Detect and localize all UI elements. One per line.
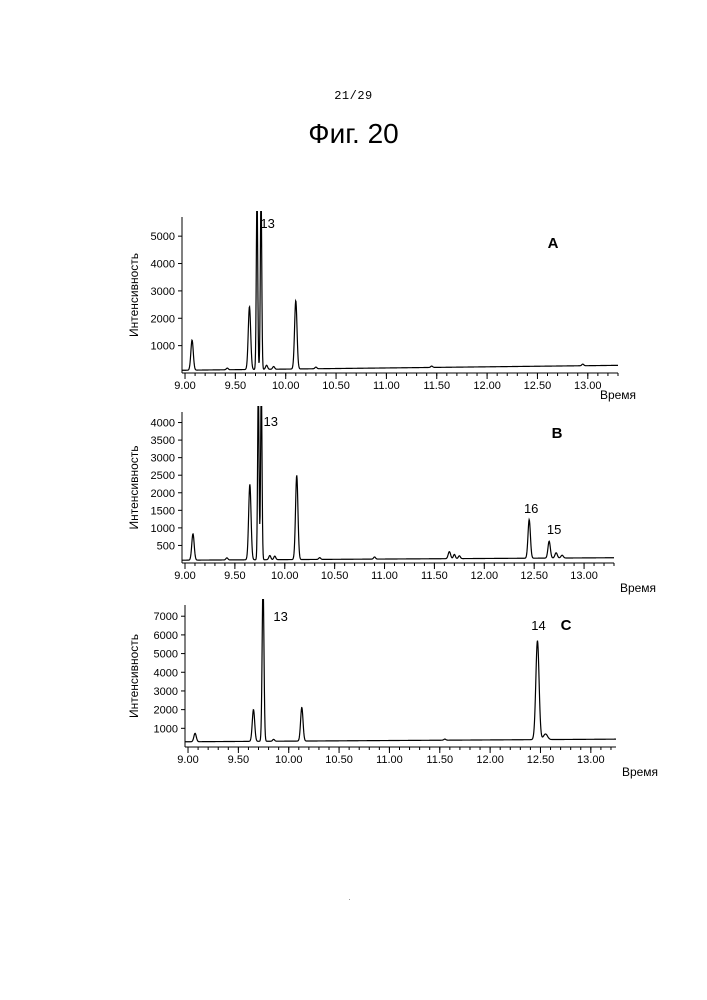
x-tick-label-c: 11.50 bbox=[426, 754, 453, 766]
x-tick-label-b: 10.50 bbox=[321, 570, 349, 582]
y-tick-label-a: 1000 bbox=[151, 341, 175, 353]
chromatogram-b-svg: 500 1000 1500 2000 2500 3000 3500 4000 9.00 9.50 1… bbox=[0, 400, 707, 600]
x-axis-label-c: Время bbox=[622, 765, 658, 779]
chromatogram-panel-a: 1000 2000 3000 4000 5000 9.00 9.50 10.00 10.50 11… bbox=[0, 205, 707, 405]
x-axis-label-b: Время bbox=[620, 581, 656, 595]
y-tick-label-b: 3000 bbox=[151, 453, 175, 465]
y-tick-label-a: 3000 bbox=[151, 286, 175, 298]
x-tick-label-b: 12.50 bbox=[520, 570, 548, 582]
y-tick-label-b: 1500 bbox=[151, 505, 175, 517]
x-tick-label-a: 13.00 bbox=[574, 380, 602, 392]
y-tick-label-a: 5000 bbox=[151, 231, 175, 243]
x-tick-label-c: 11.00 bbox=[376, 754, 403, 766]
peak-label-13: 13 bbox=[264, 414, 278, 429]
chromatogram-a-svg: 1000 2000 3000 4000 5000 9.00 9.50 10.00 10.50 11… bbox=[0, 205, 707, 405]
y-tick-label-b: 2000 bbox=[151, 488, 175, 500]
peak-label-15: 15 bbox=[547, 522, 561, 537]
panel-letter-a: A bbox=[548, 235, 559, 252]
y-tick-label-c: 6000 bbox=[154, 630, 178, 642]
peak-label-14: 14 bbox=[531, 618, 545, 633]
x-tick-label-b: 9.00 bbox=[174, 570, 195, 582]
chromatogram-trace-a bbox=[182, 192, 618, 370]
y-tick-label-b: 500 bbox=[157, 540, 175, 552]
peak-label-16: 16 bbox=[524, 501, 538, 516]
panel-letter-b: B bbox=[552, 425, 563, 442]
chromatogram-panel-b: 500 1000 1500 2000 2500 3000 3500 4000 9.00 9.50 1… bbox=[0, 400, 707, 600]
scan-dot bbox=[349, 899, 350, 900]
y-tick-label-c: 3000 bbox=[154, 686, 178, 698]
x-tick-label-c: 13.00 bbox=[577, 754, 605, 766]
chromatogram-panel-c: 1000 2000 3000 4000 5000 6000 7000 9.00 9.50 10.0… bbox=[0, 595, 707, 795]
x-tick-label-c: 10.50 bbox=[325, 754, 353, 766]
x-tick-label-c: 9.50 bbox=[228, 754, 249, 766]
x-tick-label-b: 12.00 bbox=[471, 570, 499, 582]
x-tick-label-a: 10.50 bbox=[322, 380, 350, 392]
figure-title: Фиг. 20 bbox=[0, 118, 707, 150]
x-tick-label-a: 11.00 bbox=[373, 380, 400, 392]
y-tick-label-b: 4000 bbox=[151, 418, 175, 430]
y-tick-label-b: 1000 bbox=[151, 523, 175, 535]
page-number: 21/29 bbox=[0, 89, 707, 103]
x-tick-label-c: 9.00 bbox=[177, 754, 198, 766]
x-tick-label-a: 12.50 bbox=[524, 380, 552, 392]
x-tick-label-a: 9.50 bbox=[225, 380, 246, 392]
x-tick-label-b: 11.50 bbox=[421, 570, 448, 582]
y-tick-label-c: 5000 bbox=[154, 649, 178, 661]
x-tick-label-c: 10.00 bbox=[275, 754, 303, 766]
x-tick-label-a: 12.00 bbox=[473, 380, 501, 392]
x-tick-label-a: 9.00 bbox=[174, 380, 195, 392]
panel-letter-c: C bbox=[561, 617, 572, 634]
x-tick-label-b: 10.00 bbox=[271, 570, 299, 582]
x-tick-label-c: 12.00 bbox=[476, 754, 504, 766]
chromatogram-c-svg: 1000 2000 3000 4000 5000 6000 7000 9.00 9.50 10.0… bbox=[0, 595, 707, 795]
y-axis-label-c: Интенсивность bbox=[127, 634, 141, 718]
y-tick-label-c: 1000 bbox=[154, 723, 178, 735]
chromatogram-trace-c bbox=[185, 585, 616, 742]
y-tick-label-b: 3500 bbox=[151, 435, 175, 447]
y-tick-label-b: 2500 bbox=[151, 470, 175, 482]
peak-label-13: 13 bbox=[273, 609, 287, 624]
x-tick-label-b: 11.00 bbox=[371, 570, 398, 582]
y-tick-label-c: 4000 bbox=[154, 667, 178, 679]
y-tick-label-a: 4000 bbox=[151, 259, 175, 271]
y-axis-label-b: Интенсивность bbox=[127, 445, 141, 529]
y-tick-label-a: 2000 bbox=[151, 313, 175, 325]
y-tick-label-c: 7000 bbox=[154, 611, 178, 623]
x-tick-label-b: 9.50 bbox=[224, 570, 245, 582]
x-tick-label-b: 13.00 bbox=[570, 570, 598, 582]
y-axis-label-a: Интенсивность bbox=[127, 253, 141, 337]
peak-label-13: 13 bbox=[260, 216, 274, 231]
y-tick-label-c: 2000 bbox=[154, 705, 178, 717]
x-tick-label-a: 11.50 bbox=[423, 380, 450, 392]
x-tick-label-a: 10.00 bbox=[272, 380, 300, 392]
x-tick-label-c: 12.50 bbox=[527, 754, 555, 766]
